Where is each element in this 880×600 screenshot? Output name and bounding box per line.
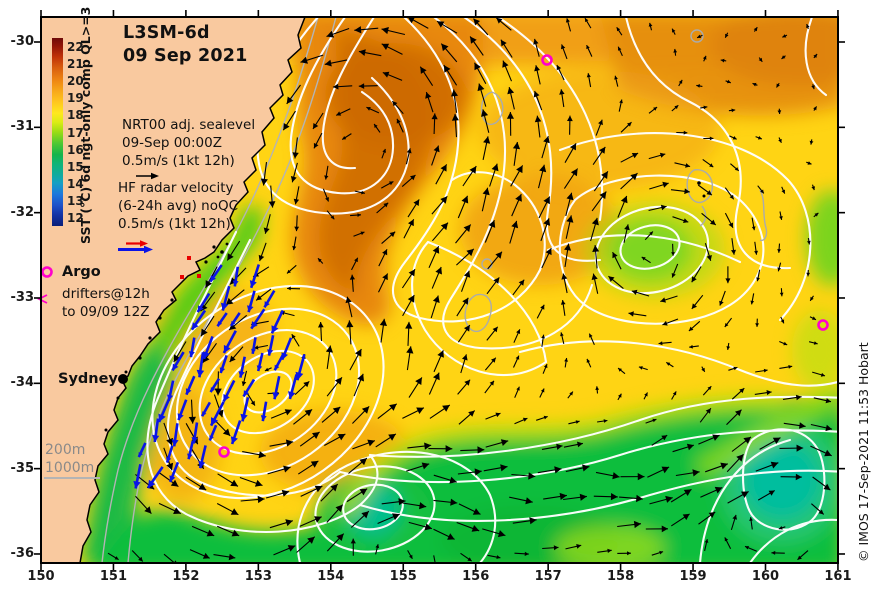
drifter-legend-glyph bbox=[36, 294, 48, 304]
colorbar-tick-label: 12 bbox=[67, 211, 84, 225]
colorbar-tick-label: 18 bbox=[67, 108, 84, 123]
argo-float-markers bbox=[218, 54, 829, 458]
bathymetry-contours bbox=[101, 17, 337, 563]
y-tick-label: -36 bbox=[10, 545, 35, 561]
depth-1000m: 1000m bbox=[45, 460, 95, 476]
colorbar-tick-label: 14 bbox=[67, 176, 84, 191]
depth-legend: 200m 1000m bbox=[45, 441, 94, 477]
sealevel-info-block: NRT00 adj. sealevel 09-Sep 00:00Z 0.5m/s… bbox=[122, 116, 255, 170]
drifters-block: drifters@12h to 09/09 12Z bbox=[62, 285, 150, 321]
hf-line1: HF radar velocity bbox=[118, 180, 234, 196]
hf-line3: 0.5m/s (1kt 12h) bbox=[118, 216, 231, 232]
drifters-line1: drifters@12h bbox=[62, 286, 150, 302]
coastline bbox=[79, 16, 306, 564]
colorbar-tick-label: 22 bbox=[67, 40, 84, 54]
title-product: L3SM-6d bbox=[123, 23, 210, 43]
credit-text: © IMOS 17-Sep-2021 11:53 Hobart bbox=[856, 342, 871, 562]
y-tick-label: -31 bbox=[10, 119, 35, 135]
y-tick-label: -34 bbox=[10, 375, 35, 391]
colorbar-tick-label: 19 bbox=[67, 91, 84, 106]
colorbar-tick-label: 13 bbox=[67, 193, 84, 208]
sydney-label: Sydney bbox=[58, 371, 118, 387]
sealevel-scale-arrow bbox=[136, 172, 159, 180]
x-tick-label: 158 bbox=[607, 569, 635, 584]
x-tick-label: 157 bbox=[534, 569, 562, 584]
argo-label: Argo bbox=[62, 264, 101, 280]
drifters-line2: to 09/09 12Z bbox=[62, 304, 150, 320]
x-tick-label: 161 bbox=[824, 569, 852, 584]
x-tick-label: 152 bbox=[172, 569, 200, 584]
x-tick-label: 159 bbox=[679, 569, 707, 584]
axis-ticks bbox=[34, 10, 845, 570]
hf-scale-arrows bbox=[118, 240, 153, 254]
x-tick-label: 154 bbox=[317, 569, 345, 584]
sst-colorbar bbox=[52, 38, 63, 226]
x-tick-label: 160 bbox=[751, 569, 780, 584]
plot-frame bbox=[40, 16, 839, 564]
hf-line2: (6-24h avg) noQC bbox=[118, 198, 239, 214]
island-dot bbox=[702, 194, 706, 198]
y-tick-label: -30 bbox=[10, 34, 35, 49]
colorbar-tick-label: 16 bbox=[67, 142, 84, 157]
page-title: L3SM-6d 09 Sep 2021 bbox=[123, 22, 247, 68]
ocean-layer bbox=[80, 17, 838, 563]
colorbar-tick-label: 20 bbox=[67, 74, 84, 89]
lord-howe-island bbox=[697, 181, 701, 185]
geostrophic-velocity-arrows bbox=[107, 17, 833, 563]
colorbar-tick-label: 17 bbox=[67, 125, 84, 140]
x-tick-label: 150 bbox=[27, 569, 55, 584]
y-tick-label: -32 bbox=[10, 204, 35, 220]
y-tick-label: -35 bbox=[10, 460, 35, 476]
coastal-drifter-cluster bbox=[104, 242, 229, 432]
colorbar-tick-label: 21 bbox=[67, 57, 84, 72]
sealevel-line1: NRT00 adj. sealevel bbox=[122, 117, 256, 133]
sealevel-line3: 0.5m/s (1kt 12h) bbox=[122, 153, 235, 169]
argo-legend-marker bbox=[36, 266, 53, 304]
sealevel-line2: 09-Sep 00:00Z bbox=[122, 135, 222, 151]
hf-station-markers bbox=[180, 256, 201, 279]
x-tick-label: 155 bbox=[389, 569, 417, 584]
colorbar-tick-label: 15 bbox=[67, 159, 84, 174]
x-tick-label: 151 bbox=[99, 569, 127, 584]
y-tick-label: -33 bbox=[10, 289, 35, 305]
x-tick-label: 156 bbox=[462, 569, 490, 584]
hf-radar-info-block: HF radar velocity (6-24h avg) noQC 0.5m/… bbox=[118, 179, 238, 233]
x-tick-label: 153 bbox=[244, 569, 272, 584]
title-date: 09 Sep 2021 bbox=[123, 46, 248, 66]
sydney-marker bbox=[118, 374, 128, 384]
hf-radar-arrows bbox=[133, 264, 306, 489]
depth-200m: 200m bbox=[45, 442, 86, 458]
colorbar-label: SST (°C) 6d ngt-only comp QL>=3 bbox=[78, 6, 93, 244]
